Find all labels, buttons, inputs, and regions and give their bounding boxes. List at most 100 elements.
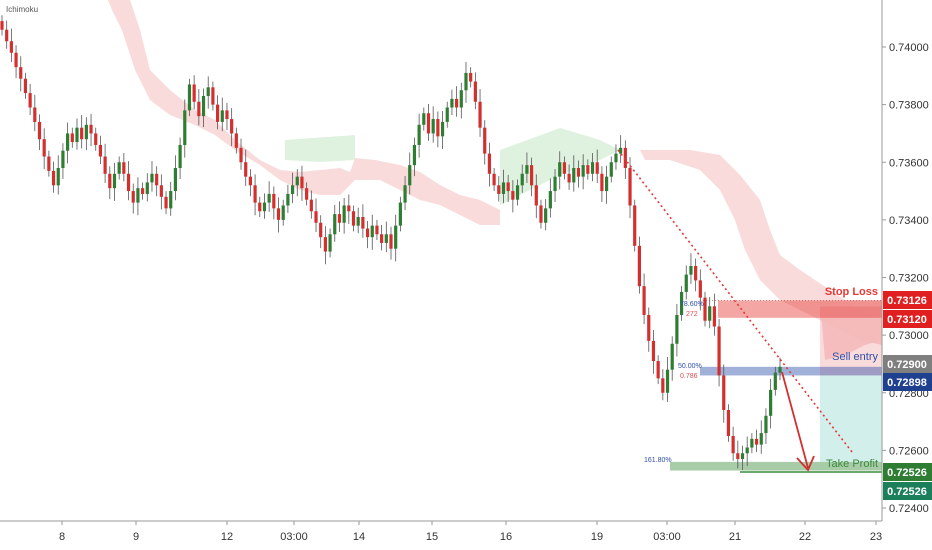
candle-bullish [750,438,754,448]
price-tags: 0.73126 0.73120 0.72900 0.72898 0.72526 0.725… [883,291,932,500]
candle-bullish [178,144,182,169]
candle-bearish [337,214,342,223]
candle-bullish [520,173,524,186]
candle-bearish [37,121,42,140]
candle-bearish [656,361,660,379]
candle-bullish [590,162,595,174]
candle-bearish [28,93,32,108]
candle-bearish [0,21,4,30]
price-tag-stop [883,310,932,328]
candle-bullish [431,119,435,134]
time-tick-label: 22 [799,531,811,543]
fib-stop-percent: 78.60% [680,301,704,308]
price-tag-label: 0.72900 [887,359,927,371]
candle-bullish [440,121,445,137]
candle-bearish [647,314,651,341]
candle-bearish [567,173,571,183]
stop-loss-zone [718,300,882,318]
candle-bullish [689,265,693,275]
candle-bearish [323,237,327,252]
candle-bearish [623,147,627,169]
candle-bullish [445,107,449,122]
candle-bullish [201,95,206,117]
price-tick-label: 0.73800 [889,100,929,112]
fib-take-percent: 161.80% [644,457,672,464]
candle-bullish [558,162,562,177]
candle-bullish [769,389,773,416]
candle-bullish [206,87,210,96]
candle-bearish [70,133,74,143]
fib-entry-ratio: 0.786 [680,373,698,380]
candle-bearish [637,245,641,287]
sell-entry-label: Sell entry [832,351,878,363]
fib-stop-ratio: 272 [686,311,698,318]
candle-bearish [276,208,281,220]
candle-bearish [197,101,201,117]
candle-bearish [576,168,581,177]
candle-bearish [506,182,510,192]
candle-bearish [651,340,656,362]
candle-bearish [426,113,431,134]
candle-bearish [600,173,604,192]
candle-bullish [403,185,407,203]
fib-entry-percent: 50.00% [678,363,702,370]
price-tag-label: 0.73120 [887,314,927,326]
candle-bullish [548,191,552,209]
candle-bullish [619,147,623,154]
price-tag-stop [883,291,932,309]
candle-bullish [773,372,777,390]
candle-bearish [731,435,735,454]
candle-bearish [159,185,163,197]
candle-bearish [375,225,379,235]
candle-bearish [23,78,28,94]
candle-bearish [19,67,23,79]
candle-bullish [679,291,684,315]
candle-bullish [515,185,520,200]
candle-bearish [736,453,740,460]
candle-bullish [187,84,192,111]
candle-bullish [56,168,60,186]
candle-bearish [300,176,304,189]
candle-bullish [295,176,299,186]
candle-bearish [230,119,234,134]
candle-bearish [380,234,384,243]
candle-bearish [539,205,543,223]
stop-loss-label: Stop Loss [825,286,878,298]
price-tick-label: 0.73400 [889,215,929,227]
candle-bearish [717,326,721,376]
indicator-label: Ichimoku [6,5,38,14]
candle-bearish [239,147,243,163]
reward-zone [820,375,882,462]
cloud-bearish-3 [820,300,882,360]
cloud-bullish-1 [285,135,355,162]
candle-bullish [464,72,468,91]
candle-bearish [80,127,84,140]
candle-bullish [398,202,402,226]
candle-bullish [408,165,412,186]
candle-bearish [51,170,56,186]
take-profit-zone [670,461,882,471]
candle-bearish [164,196,168,209]
candle-bearish [103,156,107,174]
cloud-bearish-1 [108,0,500,225]
candle-bullish [169,191,173,209]
candle-bullish [412,144,417,166]
candle-bearish [389,234,393,249]
candle-bearish [211,87,215,105]
candle-bearish [530,165,534,186]
candle-bullish [604,176,609,192]
candle-bullish [66,133,70,151]
candle-bearish [365,228,370,238]
candle-bullish [342,205,346,223]
candle-bearish [33,107,37,122]
candle-bearish [754,438,759,445]
candle-bullish [281,205,285,220]
candle-bearish [131,191,135,203]
candle-bullish [778,366,782,373]
candle-bullish [286,193,290,206]
time-tick-label: 19 [591,531,603,543]
candle-bullish [173,168,178,192]
candle-bearish [126,173,131,192]
